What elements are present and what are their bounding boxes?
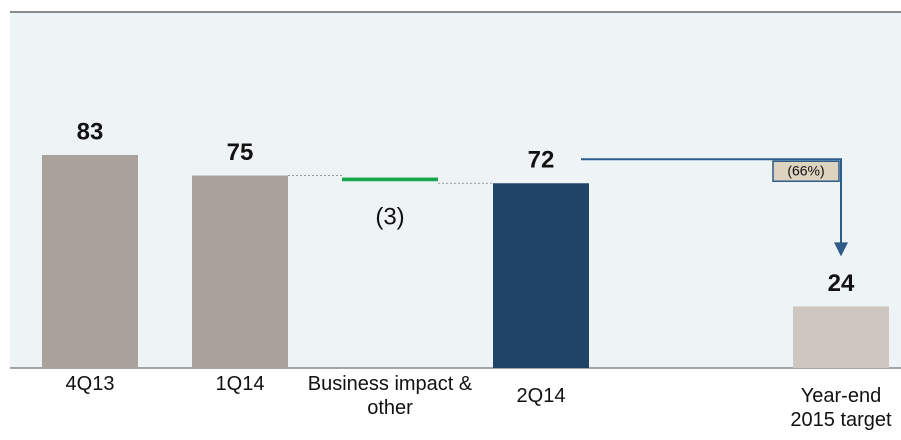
value-label: 83 [77,118,104,145]
annotation: (66%) [787,162,824,178]
bar [493,183,589,368]
category-label: Year-end 2015 target [790,385,892,431]
value-label: 24 [828,270,855,297]
category-label: 1Q14 [215,373,265,395]
plot-background [10,12,901,368]
bar [42,155,138,368]
delta-bar [342,177,438,182]
bar [192,175,288,368]
value-label: 72 [528,147,555,174]
arrow [581,158,842,245]
value-label: (3) [375,204,404,231]
annotation-box [772,160,840,182]
value-label: 75 [227,139,254,166]
category-label: Business impact & other [307,373,473,419]
arrow-head [834,242,848,257]
bar [793,306,889,368]
category-label: 2Q14 [516,385,566,407]
category-label: 4Q13 [65,373,115,395]
